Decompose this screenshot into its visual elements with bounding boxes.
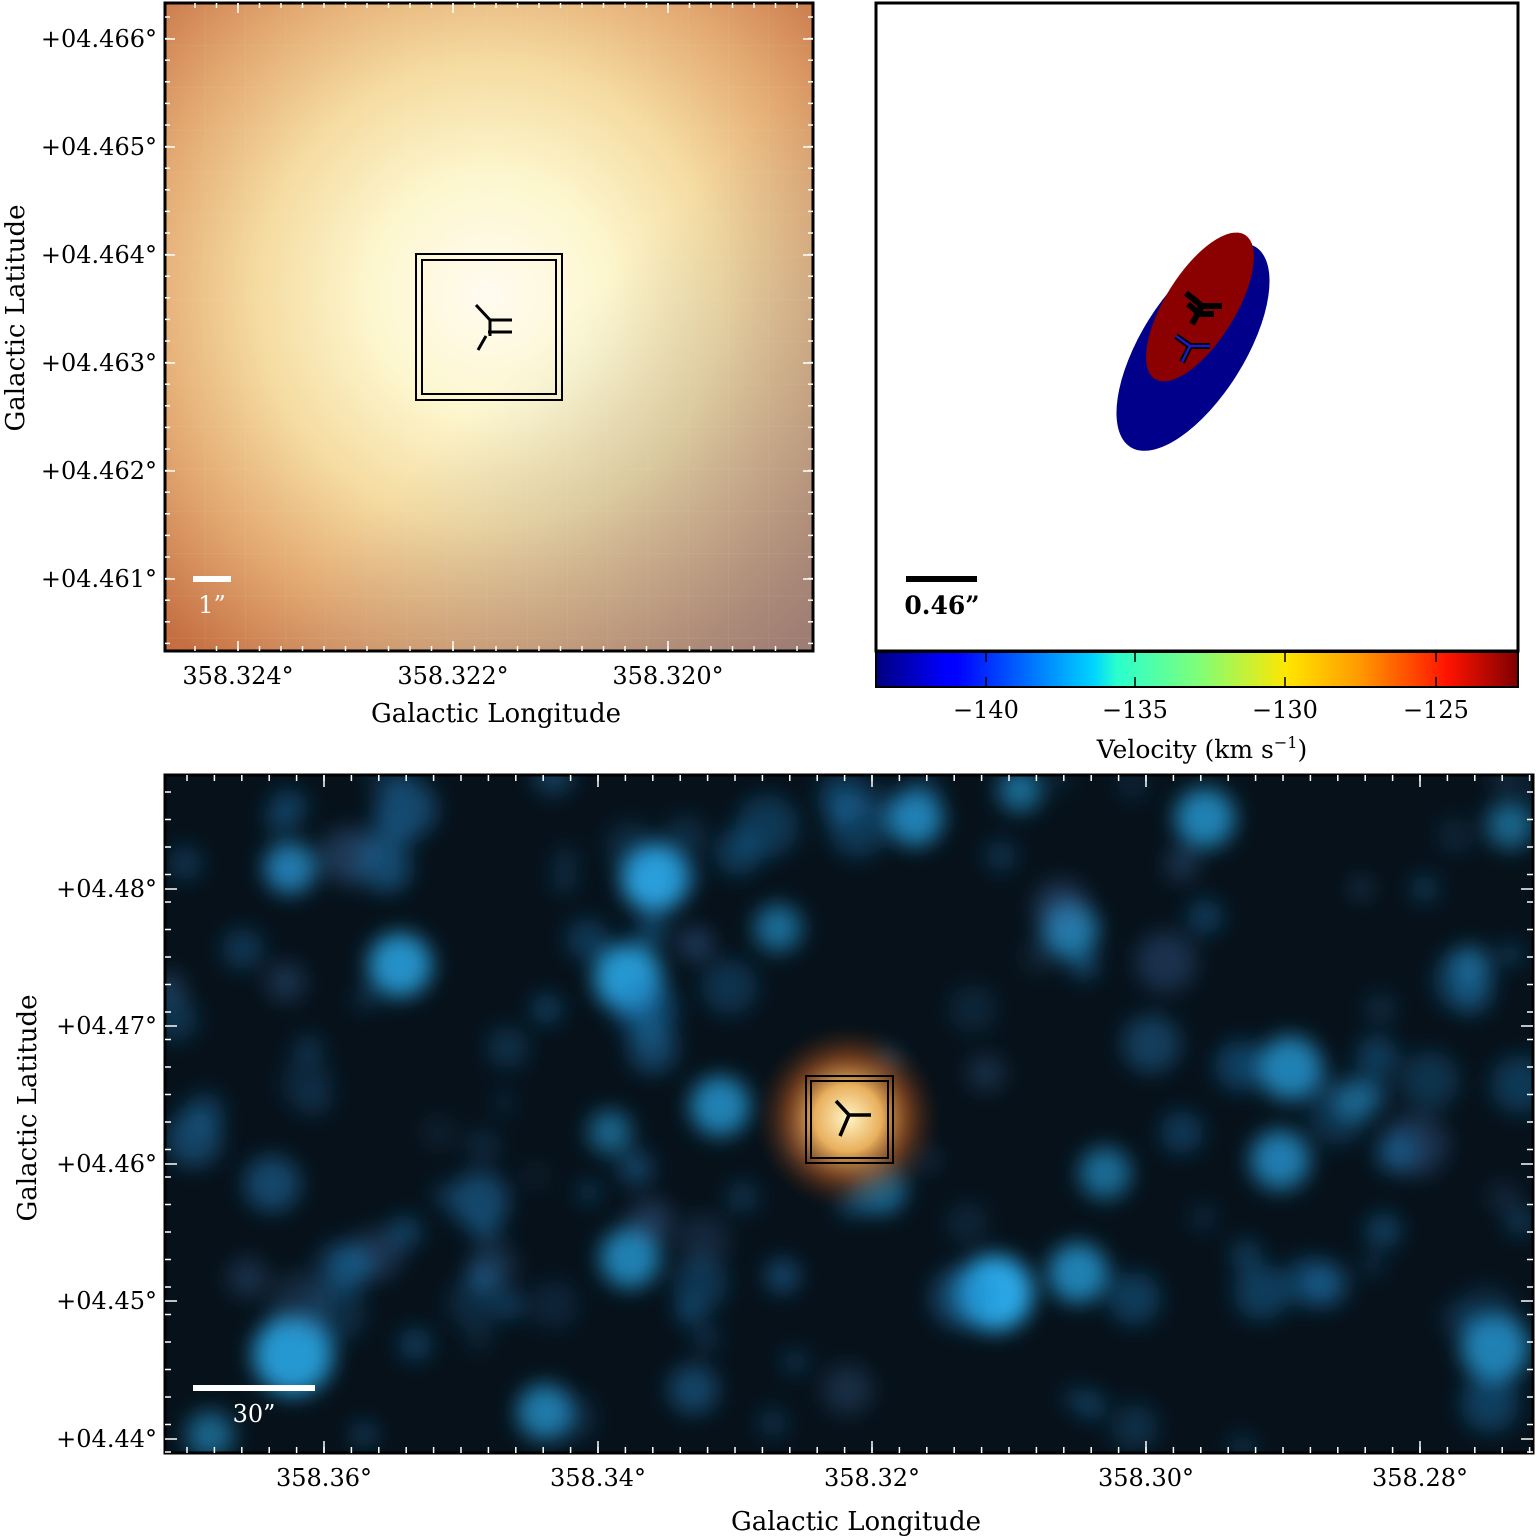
marker-red	[1184, 290, 1222, 326]
scalebar-label: 30”	[233, 1400, 276, 1428]
wide-field-image	[165, 775, 1533, 1453]
target-box-outer	[805, 1075, 894, 1164]
y-tick-label: +04.462°	[41, 457, 157, 485]
x-tick-label: 358.30°	[1098, 1464, 1194, 1492]
x-axis-label: Galactic Longitude	[371, 699, 621, 729]
y-axis-label: Galactic Latitude	[13, 995, 43, 1222]
axes-frame	[163, 773, 1535, 1455]
x-tick-label: 358.28°	[1372, 1464, 1468, 1492]
colorbar-tick-label: −140	[953, 696, 1019, 724]
y-tick-label: +04.463°	[41, 349, 157, 377]
target-box-inner	[810, 1080, 889, 1159]
x-tick-label: 358.320°	[612, 662, 723, 690]
tick-marks	[165, 3, 813, 651]
y-axis-label: Galactic Latitude	[1, 205, 31, 432]
target-box-outer	[415, 253, 563, 401]
panel-top-left: 1” 358.324° 358.322° 358.320° Galactic L…	[1, 1, 815, 729]
axes-frame	[163, 1, 815, 653]
colorbar-tick-label: −130	[1252, 696, 1318, 724]
source-marker	[834, 1099, 871, 1137]
x-tick-label: 358.324°	[182, 662, 293, 690]
y-tick-label: +04.44°	[56, 1425, 157, 1453]
y-tick-label: +04.464°	[41, 241, 157, 269]
y-tick-label: +04.45°	[56, 1287, 157, 1315]
x-tick-label: 358.322°	[397, 662, 508, 690]
x-tick-label: 358.34°	[550, 1464, 646, 1492]
x-tick-label: 358.36°	[276, 1464, 372, 1492]
y-tick-label: +04.465°	[41, 133, 157, 161]
source-marker	[474, 303, 512, 351]
x-axis-label: Galactic Longitude	[731, 1507, 981, 1537]
target-box-inner	[421, 259, 557, 395]
tick-marks	[165, 775, 1533, 1453]
y-tick-label: +04.46°	[56, 1150, 157, 1178]
y-tick-label: +04.461°	[41, 565, 157, 593]
scalebar-label: 0.46”	[904, 591, 979, 620]
y-tick-label: +04.47°	[56, 1012, 157, 1040]
y-tick-label: +04.466°	[41, 25, 157, 53]
colorbar-tick-label: −125	[1403, 696, 1469, 724]
panel-top-right: 0.46” −140 −135 −130 −125 Velocity (km s…	[874, 1, 1520, 764]
x-tick-label: 358.32°	[824, 1464, 920, 1492]
colorbar-label: Velocity (km s−1)	[1096, 733, 1307, 764]
colorbar	[875, 651, 1519, 688]
colorbar-tick-label: −135	[1102, 696, 1168, 724]
panel-bottom: 30” 358.36° 358.34° 358.32° 358.30° 358.…	[13, 773, 1535, 1537]
y-tick-label: +04.48°	[56, 875, 157, 903]
scalebar-label: 1”	[198, 591, 226, 619]
